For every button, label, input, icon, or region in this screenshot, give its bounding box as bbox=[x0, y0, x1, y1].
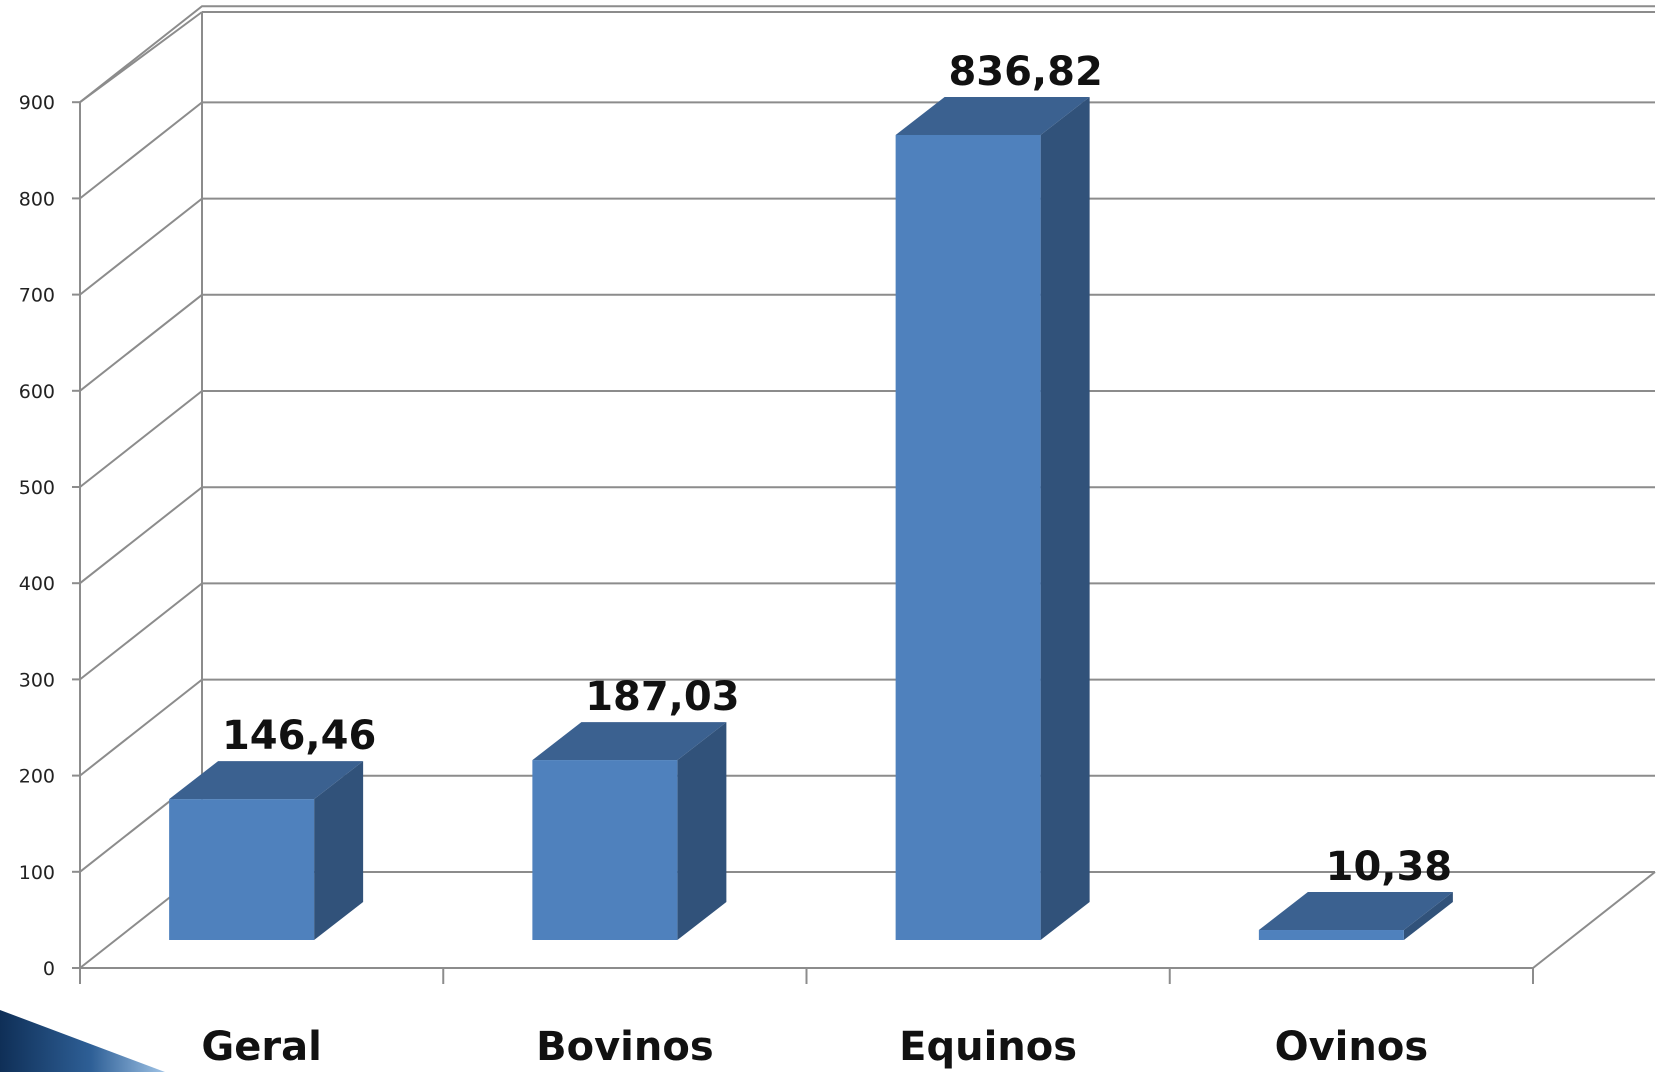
bar-ovinos bbox=[1258, 892, 1453, 940]
bar-side-face bbox=[314, 761, 364, 940]
bar-front-face bbox=[895, 134, 1041, 941]
y-tick-label: 600 bbox=[19, 381, 55, 403]
bar-front-face bbox=[532, 760, 678, 940]
wall-top-edge bbox=[79, 11, 203, 104]
floor-right-edge bbox=[1532, 871, 1656, 969]
gridline bbox=[79, 293, 1655, 392]
bar-side-face bbox=[1403, 892, 1453, 940]
bars bbox=[169, 96, 1453, 941]
swoosh-shape bbox=[0, 1010, 165, 1072]
bar-front-face bbox=[169, 799, 315, 940]
y-tick-label: 900 bbox=[19, 92, 55, 114]
y-tick-label: 500 bbox=[19, 477, 55, 499]
bar-top-face bbox=[895, 96, 1090, 135]
y-tick-label: 300 bbox=[19, 669, 55, 691]
x-category-label: Geral bbox=[201, 1024, 321, 1070]
gridline bbox=[79, 390, 1655, 488]
bar-equinos bbox=[895, 96, 1090, 941]
bar-top-face bbox=[532, 722, 727, 761]
bar-front-face bbox=[1258, 930, 1404, 940]
bar-top-face bbox=[169, 761, 364, 800]
data-label: 146,46 bbox=[222, 713, 376, 759]
y-tick-label: 800 bbox=[19, 188, 55, 210]
gridline bbox=[79, 5, 1655, 103]
data-label: 187,03 bbox=[585, 674, 739, 720]
data-labels: 146,46 187,03 836,82 10,38 bbox=[222, 49, 1452, 890]
gridline bbox=[79, 582, 1655, 681]
gridline bbox=[79, 486, 1655, 584]
x-category-label: Equinos bbox=[899, 1024, 1077, 1070]
bar-geral bbox=[169, 761, 364, 940]
data-label: 10,38 bbox=[1326, 844, 1453, 890]
y-tick-label: 700 bbox=[19, 285, 55, 307]
y-tick-label: 400 bbox=[19, 573, 55, 595]
x-category-label: Ovinos bbox=[1275, 1024, 1429, 1070]
bar-bovinos bbox=[532, 722, 727, 940]
decorative-corner-swoosh bbox=[0, 1010, 165, 1072]
x-category-label: Bovinos bbox=[536, 1024, 714, 1070]
bar-side-face bbox=[677, 722, 727, 940]
y-tick-label: 0 bbox=[43, 958, 55, 980]
y-tick-label: 200 bbox=[19, 766, 55, 788]
bar-side-face bbox=[1040, 96, 1090, 941]
axes bbox=[72, 11, 1656, 984]
bar-top-face bbox=[1258, 892, 1453, 931]
gridline bbox=[79, 101, 1655, 200]
gridline bbox=[79, 197, 1655, 296]
x-axis-category-labels: Geral Bovinos Equinos Ovinos bbox=[201, 1024, 1428, 1070]
y-tick-label: 100 bbox=[19, 862, 55, 884]
data-label: 836,82 bbox=[948, 49, 1102, 95]
y-axis-tick-labels: 0 100 200 300 400 500 600 700 800 900 bbox=[19, 92, 55, 980]
